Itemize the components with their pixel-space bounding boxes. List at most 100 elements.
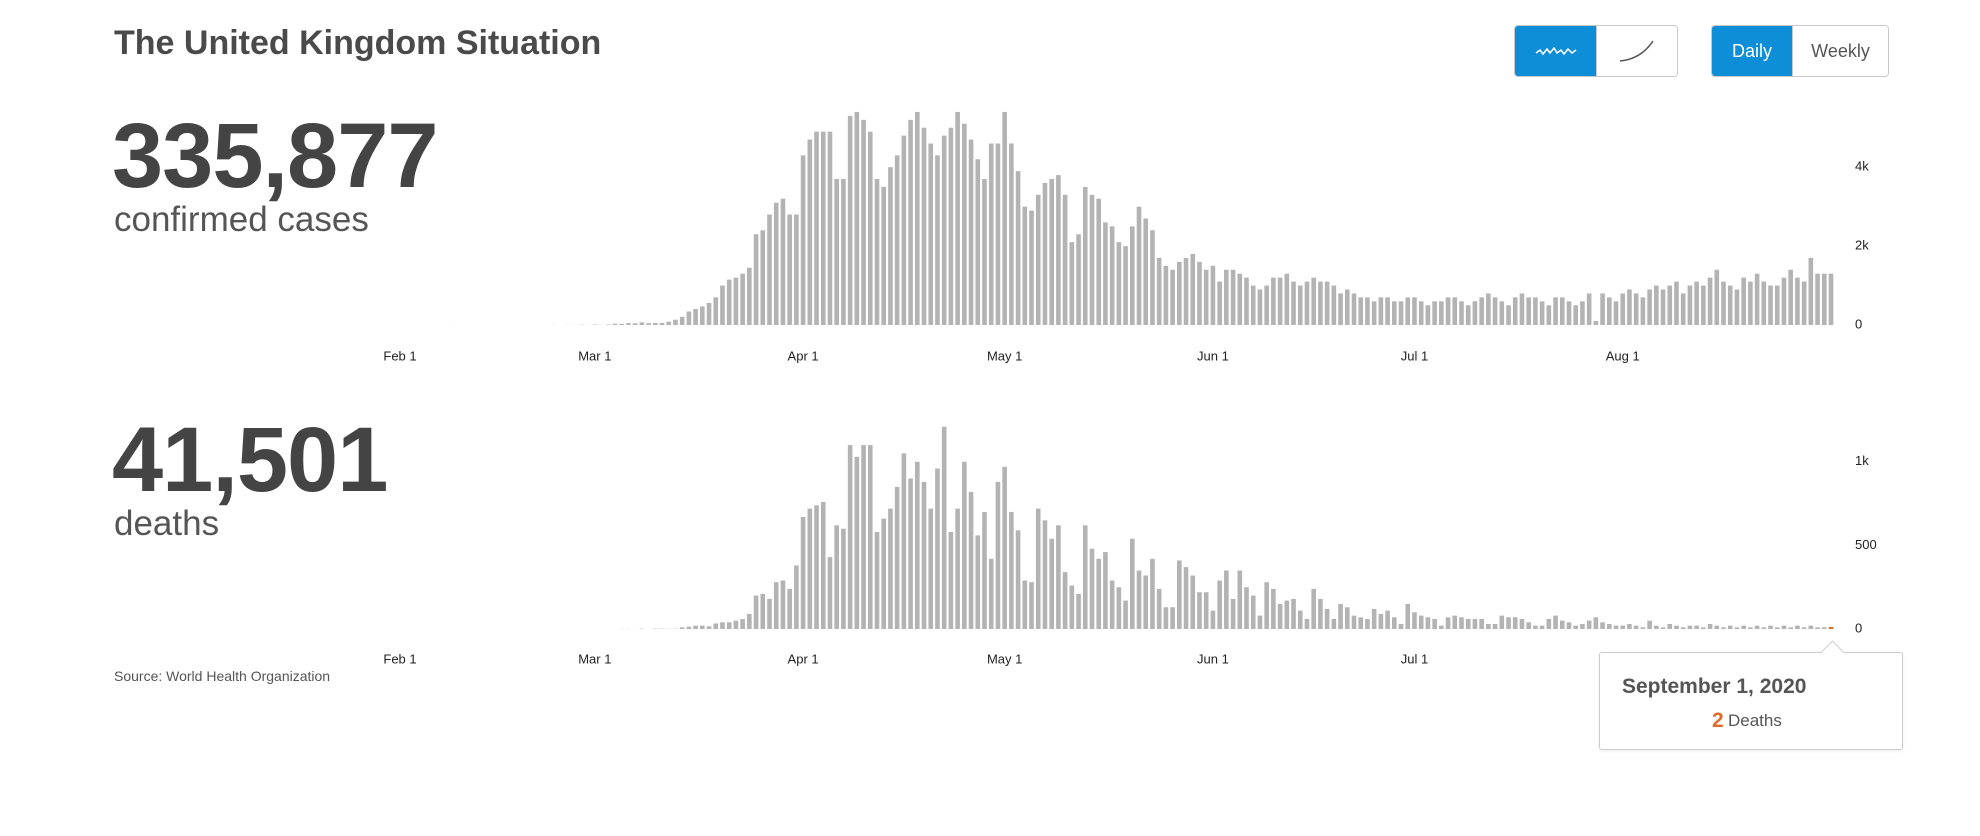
bar: [901, 453, 907, 629]
bar: [881, 186, 887, 325]
bar: [1163, 607, 1169, 629]
bar: [1358, 617, 1364, 629]
bar: [1190, 575, 1196, 629]
bar: [1606, 297, 1612, 325]
bar: [1089, 548, 1095, 629]
bar: [962, 461, 967, 629]
bar: [612, 323, 618, 325]
bar: [1405, 297, 1411, 325]
line-style-button[interactable]: [1596, 26, 1677, 76]
bar: [673, 319, 678, 325]
tooltip-label: Deaths: [1728, 711, 1782, 730]
tooltip-date: September 1, 2020: [1622, 675, 1807, 698]
bar: [807, 508, 813, 629]
bar: [1116, 242, 1122, 325]
bar: [1183, 257, 1189, 325]
bar: [854, 456, 860, 629]
bar: [1647, 289, 1652, 325]
bar: [1311, 277, 1316, 325]
bar: [1674, 625, 1679, 629]
bar: [1586, 293, 1592, 325]
bar: [820, 501, 826, 629]
bar: [1338, 293, 1343, 325]
bar: [767, 214, 772, 325]
bar: [841, 528, 846, 629]
bar: [1123, 246, 1128, 325]
bar: [854, 111, 860, 325]
bar: [1815, 273, 1820, 325]
bar: [787, 588, 792, 629]
bar: [646, 323, 651, 325]
bar: [700, 306, 705, 325]
bar: [948, 127, 954, 326]
bar: [1761, 281, 1767, 325]
bar: [1701, 627, 1706, 629]
bar: [1311, 588, 1316, 629]
bar: [1559, 297, 1565, 325]
bar: [1056, 175, 1061, 325]
deaths-total: 41,501: [112, 409, 388, 511]
bar: [915, 111, 920, 325]
bar: [1533, 625, 1538, 629]
bar: [1156, 257, 1162, 325]
bar: [1667, 623, 1673, 629]
bar: [894, 155, 900, 325]
bar: [1062, 194, 1068, 325]
daily-button[interactable]: Daily: [1712, 26, 1792, 76]
bar: [733, 620, 739, 629]
bar: [1177, 261, 1182, 325]
cases-label: confirmed cases: [114, 200, 369, 239]
bar: [726, 279, 732, 325]
bar: [1559, 620, 1565, 629]
bar-style-button[interactable]: [1515, 26, 1596, 76]
bar: [700, 625, 705, 629]
bar: [1432, 618, 1437, 629]
bar: [1593, 617, 1599, 629]
bar: [679, 316, 685, 325]
bar: [1526, 622, 1531, 629]
bar: [1412, 612, 1417, 629]
bar: [1009, 143, 1014, 325]
bar: [1748, 281, 1753, 325]
bar: [1385, 610, 1390, 629]
bar: [726, 622, 732, 629]
weekly-button[interactable]: Weekly: [1792, 26, 1888, 76]
bar: [988, 558, 994, 629]
bar: [1694, 625, 1699, 629]
bar: [1499, 615, 1505, 629]
bar: [1351, 615, 1357, 629]
bar: [733, 277, 739, 325]
bar: [720, 622, 725, 629]
bar: [1580, 623, 1585, 629]
bar: [720, 285, 725, 325]
bar: [1781, 277, 1787, 325]
bar: [767, 598, 772, 629]
bar: [1304, 618, 1310, 629]
bar: [988, 143, 994, 325]
bar: [1156, 588, 1162, 629]
bar: [1103, 552, 1108, 629]
bar: [1224, 269, 1229, 325]
bar: [867, 131, 873, 325]
bar: [1452, 615, 1458, 629]
bar: [975, 535, 981, 629]
bar: [1788, 269, 1793, 325]
bar: [626, 323, 631, 325]
bar: [1378, 613, 1384, 629]
bar: [1358, 297, 1364, 325]
bar: [1687, 625, 1693, 629]
bar: [1331, 285, 1337, 325]
bar: [1237, 570, 1243, 629]
y-tick-label: 4k: [1855, 159, 1869, 174]
y-tick-label: 0: [1855, 316, 1862, 331]
bar: [1029, 582, 1034, 629]
bar: [1533, 297, 1538, 325]
bar: [1230, 598, 1236, 629]
bar: [841, 179, 846, 325]
bar: [619, 323, 625, 325]
bar: [1660, 289, 1666, 325]
bar: [928, 143, 934, 325]
bar: [1707, 623, 1713, 629]
bar: [1277, 277, 1283, 325]
bar: [1714, 625, 1720, 629]
